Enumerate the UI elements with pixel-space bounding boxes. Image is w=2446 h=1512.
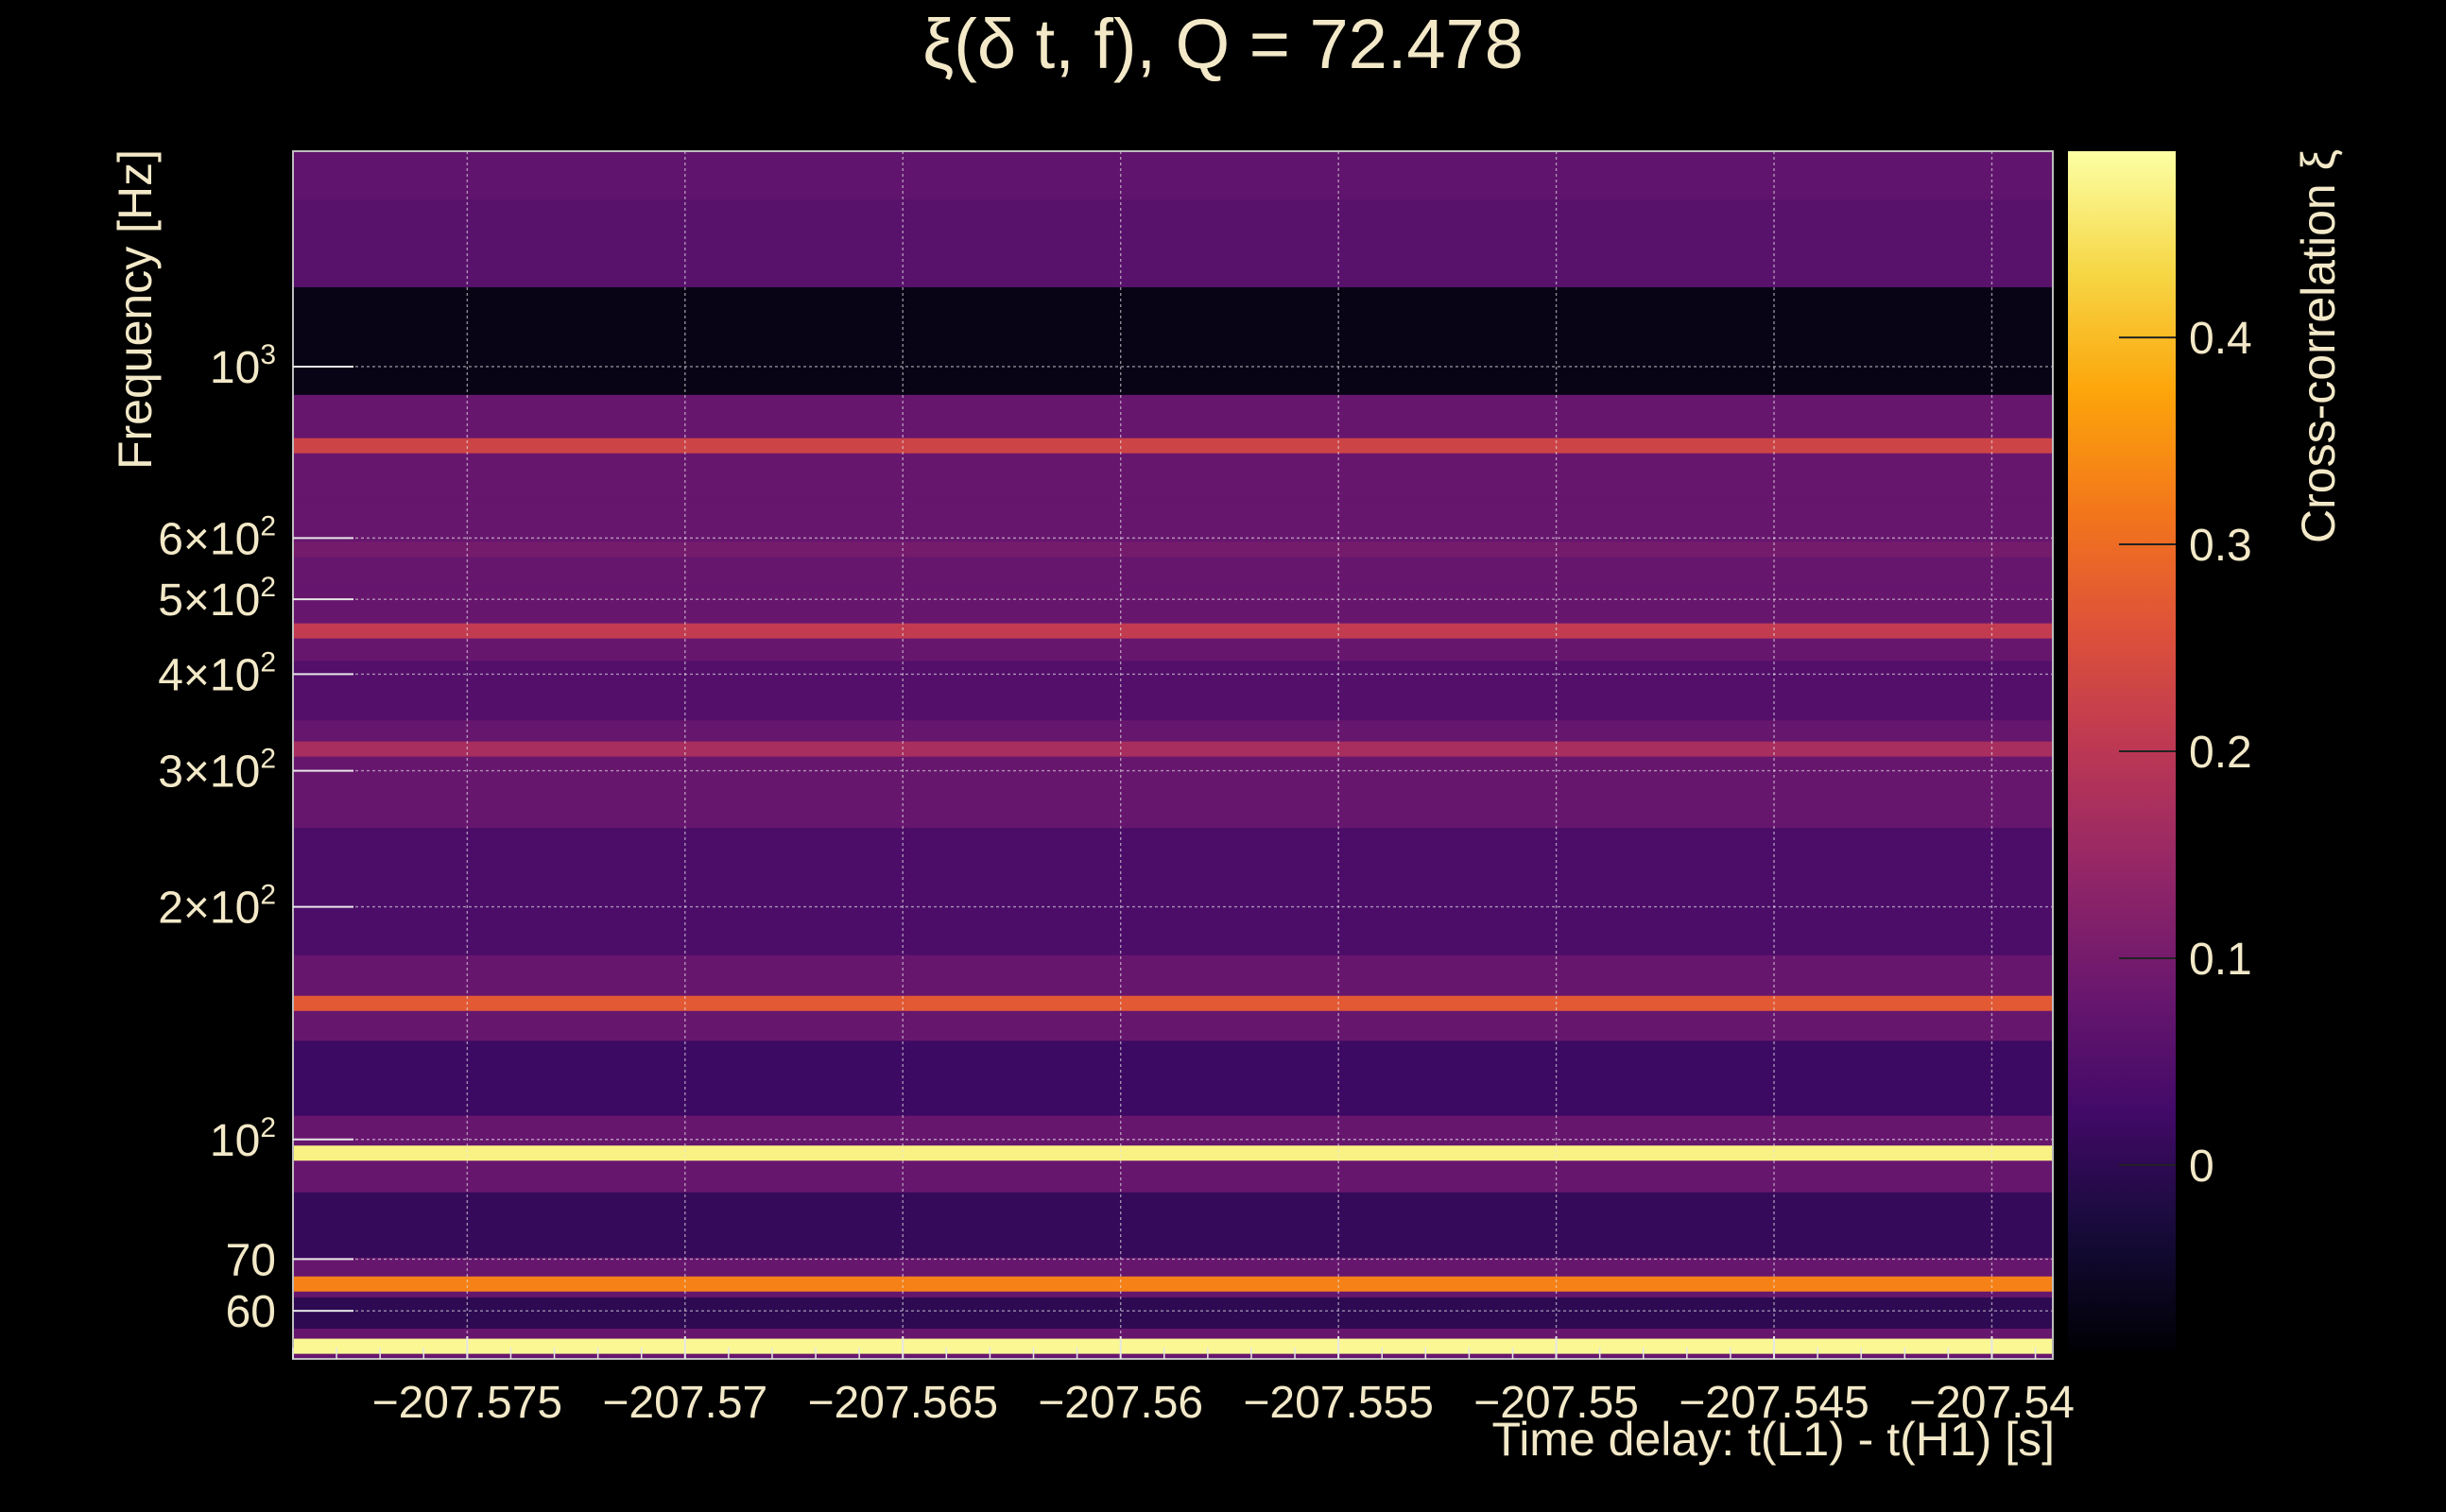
heatmap-band-peak (293, 623, 2053, 639)
y-tick-label: 3×102 (158, 744, 276, 798)
heatmap-band (293, 1040, 2053, 1116)
colorbar-label: Cross-correlation ξ (2292, 149, 2345, 543)
x-tick-label: −207.545 (1679, 1378, 1869, 1428)
grid-lines (293, 151, 2053, 1359)
heatmap-band (293, 828, 2053, 955)
chart-title: ξ(δ t, f), Q = 72.478 (922, 5, 1524, 83)
colorbar-tick-label: 0.4 (2189, 314, 2252, 364)
heatmap-band (293, 661, 2053, 721)
x-tick-label: −207.555 (1243, 1378, 1434, 1428)
x-tick-label: −207.565 (807, 1378, 998, 1428)
y-tick-label: 60 (226, 1287, 276, 1337)
heatmap-band (293, 1297, 2053, 1329)
heatmap-band-peak (293, 1145, 2053, 1161)
x-tick-label: −207.54 (1909, 1378, 2075, 1428)
x-axis-label: Time delay: t(L1) - t(H1) [s] (1492, 1413, 2055, 1466)
plot-frame (292, 150, 2054, 1360)
heatmap-band-peak (293, 995, 2053, 1011)
heatmap-band-peak (293, 541, 2053, 558)
colorbar-tick-label: 0.1 (2189, 935, 2252, 985)
y-tick-label: 70 (226, 1235, 276, 1285)
heatmap-band (293, 286, 2053, 395)
heatmap-band (293, 151, 2053, 200)
y-axis-label: Frequency [Hz] (109, 149, 162, 470)
colorbar-tick-label: 0.2 (2189, 728, 2252, 778)
heatmap-band (293, 199, 2053, 287)
y-tick-label: 6×102 (158, 510, 276, 564)
y-tick-label: 4×102 (158, 646, 276, 700)
y-tick-label: 103 (210, 339, 276, 393)
colorbar-tick-label: 0 (2189, 1142, 2214, 1192)
y-tick-label: 5×102 (158, 572, 276, 626)
y-tick-label: 102 (210, 1112, 276, 1166)
heatmap (293, 151, 2053, 1359)
x-axis: −207.575 −207.57 −207.565 −207.56 −207.555 −2… (292, 1336, 2075, 1428)
heatmap-band-peak (293, 1276, 2053, 1292)
x-tick-label: −207.575 (372, 1378, 563, 1428)
heatmap-band-peak (293, 741, 2053, 757)
x-tick-label: −207.55 (1473, 1378, 1639, 1428)
heatmap-band (293, 720, 2053, 829)
heatmap-band (293, 1192, 2053, 1258)
heatmap-band-peak (293, 1338, 2053, 1354)
x-tick-label: −207.56 (1038, 1378, 1203, 1428)
colorbar: 0 0.1 0.2 0.3 0.4 (2068, 151, 2252, 1351)
colorbar-tick-label: 0.3 (2189, 521, 2252, 571)
heatmap-band-peak (293, 438, 2053, 454)
x-tick-label: −207.57 (602, 1378, 767, 1428)
y-tick-label: 2×102 (158, 880, 276, 934)
